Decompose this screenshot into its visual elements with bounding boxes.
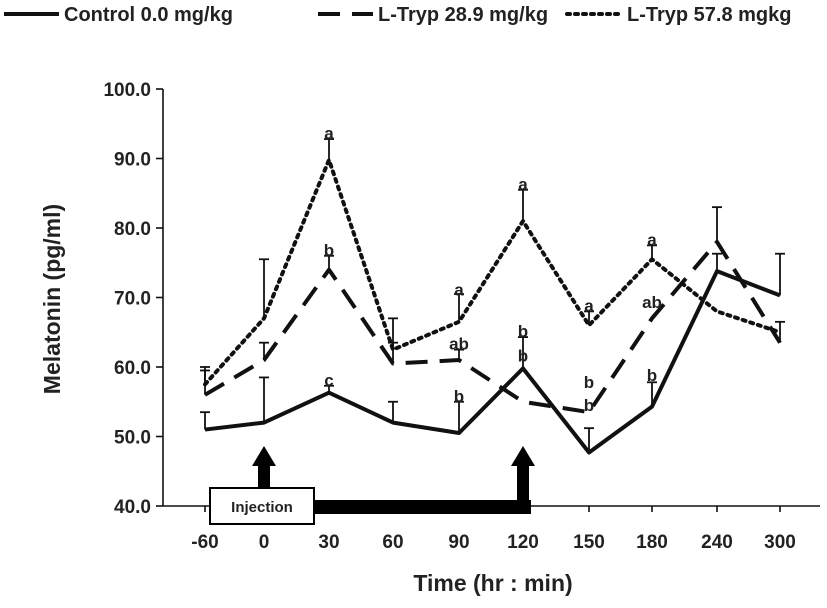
series-line-1 [203,239,782,415]
annotation-4: ab [449,335,469,354]
x-tick-label-7: 180 [636,532,668,553]
annotation-7: b [518,322,528,341]
x-tick-label-0: -60 [191,532,218,553]
x-tick-label-1: 0 [259,532,270,553]
x-axis: -60 0 30 60 90 120 150 180 240 300 [163,505,820,553]
series-line-2 [203,157,782,387]
y-tick-label-4: 80.0 [114,219,151,240]
legend-label-2: L-Tryp 57.8 mgkg [627,4,792,26]
legend: Control 0.0 mg/kg L-Tryp 28.9 mg/kg L-Tryp… [4,4,792,26]
series-lines [200,138,785,455]
annotation-0: a [324,124,334,143]
annotation-8: b [518,346,528,365]
injection-bar [300,500,531,514]
x-tick-label-4: 90 [448,532,469,553]
injection-indicator: Injection [209,446,535,525]
legend-label-0: Control 0.0 mg/kg [64,4,233,26]
x-tick-label-3: 60 [382,532,403,553]
x-tick-label-6: 150 [573,532,605,553]
y-tick-label-1: 50.0 [114,428,151,449]
annotation-10: b [584,373,594,392]
y-tick-label-3: 70.0 [114,289,151,310]
y-tick-label-5: 90.0 [114,150,151,171]
y-axis-label: Melatonin (pg/ml) [39,204,65,394]
annotation-12: a [647,230,657,249]
annotation-11: b [584,396,594,415]
x-tick-label-8: 240 [701,532,733,553]
x-axis-label: Time (hr : min) [413,570,572,596]
y-tick-label-2: 60.0 [114,358,151,379]
y-tick-label-0: 40.0 [114,497,151,518]
annotation-6: a [518,175,528,194]
annotation-2: c [324,371,333,390]
x-tick-label-5: 120 [507,532,539,553]
annotation-13: ab [642,293,662,312]
annotation-9: a [584,296,594,315]
legend-label-1: L-Tryp 28.9 mg/kg [378,4,548,26]
injection-arrow-head-1 [511,446,535,466]
series-line-0 [204,269,781,455]
injection-label-box [209,487,315,525]
annotation-5: b [454,387,464,406]
annotation-3: a [454,280,464,299]
injection-arrow-shaft-1 [517,462,529,514]
annotation-14: b [647,366,657,385]
x-tick-label-2: 30 [318,532,339,553]
y-tick-label-6: 100.0 [103,80,151,101]
x-tick-label-9: 300 [764,532,796,553]
injection-arrow-shaft-0 [258,462,270,488]
y-axis: 40.0 50.0 60.0 70.0 80.0 90.0 100.0 [103,80,164,518]
injection-label: Injection [231,499,293,516]
annotation-1: b [324,241,334,260]
injection-arrow-head-0 [252,446,276,466]
